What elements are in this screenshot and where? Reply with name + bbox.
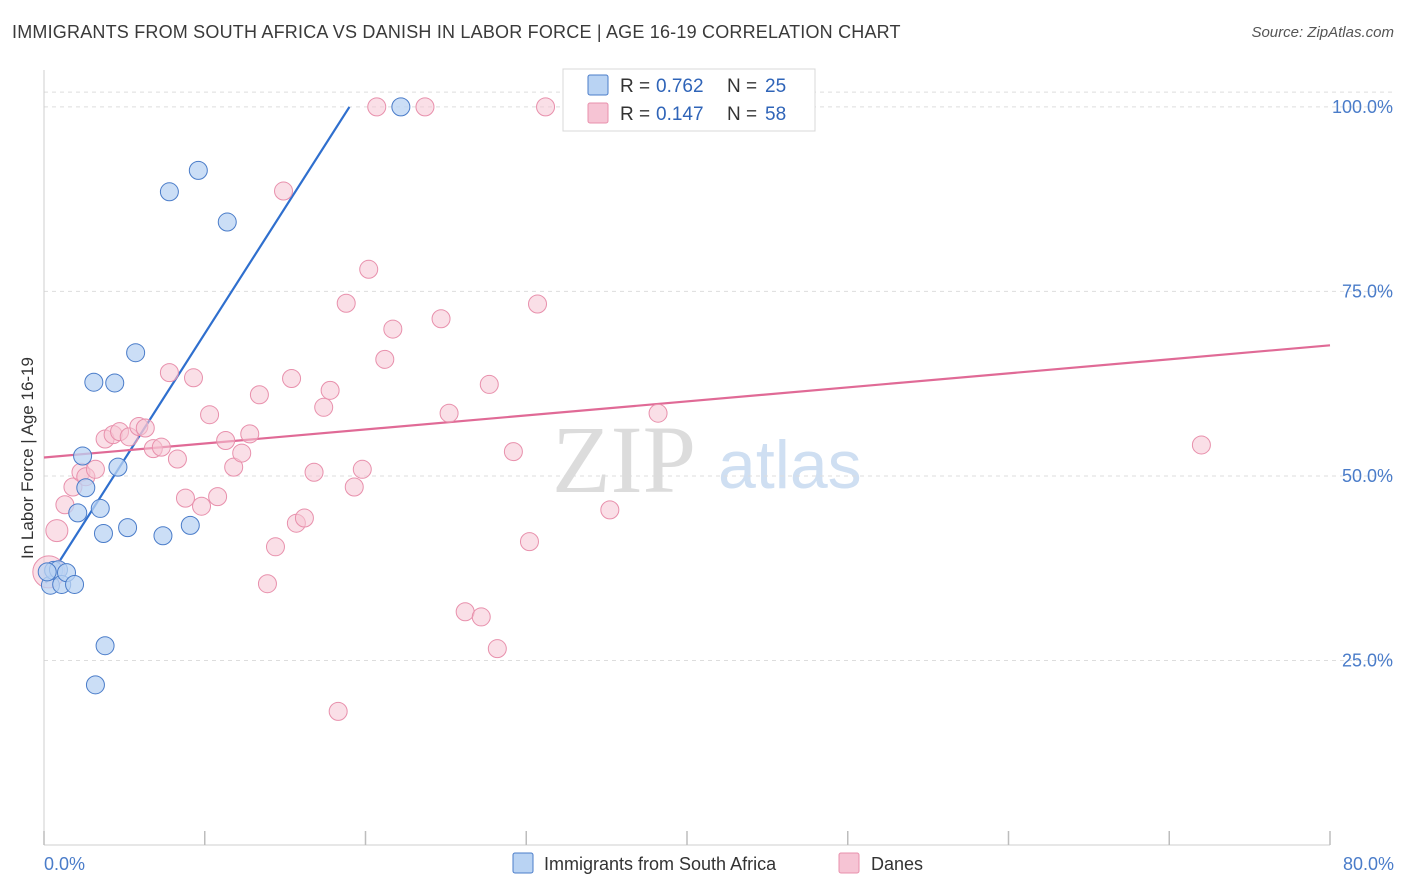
point-danes [45, 519, 69, 543]
y-tick-label: 75.0% [1342, 281, 1393, 301]
point-danes [367, 97, 387, 117]
legend-swatch-blue [587, 74, 609, 96]
point-danes [294, 508, 314, 528]
y-tick-label: 100.0% [1332, 97, 1393, 117]
point-danes [240, 424, 260, 444]
grid-layer [44, 91, 1392, 661]
watermark-atlas: atlas [718, 427, 862, 503]
series-legend-swatch-blue [512, 852, 534, 874]
point-south-africa [108, 457, 128, 477]
point-danes [383, 319, 403, 339]
point-south-africa [188, 160, 208, 180]
point-south-africa [90, 498, 110, 518]
point-danes [159, 363, 179, 383]
point-danes [85, 459, 105, 479]
point-danes [328, 701, 348, 721]
axis-layer: 25.0% 50.0% 75.0% 100.0% [43, 70, 1393, 846]
point-danes [274, 181, 294, 201]
point-danes [336, 293, 356, 313]
point-danes [314, 397, 334, 417]
source-credit: Source: ZipAtlas.com [1251, 24, 1394, 41]
point-south-africa [126, 343, 146, 363]
point-danes [536, 97, 556, 117]
trendline-danes [43, 344, 1331, 459]
point-danes [320, 380, 340, 400]
point-danes [216, 431, 236, 451]
point-danes [359, 259, 379, 279]
legend-r-label: R = [620, 76, 650, 97]
point-danes [135, 418, 155, 438]
point-danes [265, 537, 285, 557]
point-south-africa [391, 97, 411, 117]
point-danes [600, 500, 620, 520]
point-south-africa [37, 562, 57, 582]
point-south-africa [153, 526, 173, 546]
point-danes [455, 602, 475, 622]
watermark-zip: ZIP [552, 406, 696, 513]
x-tick-label-max: 80.0% [1343, 854, 1394, 874]
point-danes [208, 487, 228, 507]
series-legend-label: Immigrants from South Africa [544, 854, 777, 874]
point-danes [249, 385, 269, 405]
legend-swatch-pink [587, 102, 609, 124]
point-danes [151, 437, 171, 457]
point-danes [257, 574, 277, 594]
point-danes [352, 459, 372, 479]
point-danes [519, 532, 539, 552]
series-legend-swatch-pink [838, 852, 860, 874]
point-danes [439, 403, 459, 423]
point-south-africa [76, 478, 96, 498]
point-danes [528, 294, 548, 314]
y-tick-label: 25.0% [1342, 650, 1393, 670]
point-danes [648, 403, 668, 423]
point-danes [175, 488, 195, 508]
point-danes [232, 443, 252, 463]
chart-title: IMMIGRANTS FROM SOUTH AFRICA VS DANISH I… [12, 22, 901, 42]
stats-legend: R = 0.762 N = 25 R = 0.147 N = 58 [562, 68, 816, 132]
point-danes [183, 368, 203, 388]
point-danes [282, 369, 302, 389]
point-south-africa [93, 524, 113, 544]
legend-r-label: R = [620, 104, 650, 125]
point-south-africa [95, 636, 115, 656]
point-danes [487, 639, 507, 659]
y-tick-label: 50.0% [1342, 466, 1393, 486]
point-danes [192, 496, 212, 516]
series-legend: Immigrants from South Africa Danes [512, 852, 923, 874]
point-south-africa [159, 182, 179, 202]
legend-n-value: 25 [765, 76, 786, 97]
x-tick-label-min: 0.0% [44, 854, 85, 874]
point-danes [503, 442, 523, 462]
point-danes [167, 449, 187, 469]
point-south-africa [105, 373, 125, 393]
point-south-africa [85, 675, 105, 695]
point-south-africa [180, 515, 200, 535]
legend-n-label: N = [727, 76, 757, 97]
point-danes [415, 97, 435, 117]
legend-n-value: 58 [765, 104, 786, 125]
series-legend-label: Danes [871, 854, 923, 874]
point-layer [32, 97, 1211, 721]
point-danes [375, 349, 395, 369]
legend-r-value: 0.147 [656, 104, 704, 125]
y-axis-title: In Labor Force | Age 16-19 [18, 357, 37, 559]
legend-n-label: N = [727, 104, 757, 125]
point-south-africa [68, 503, 88, 523]
point-danes [200, 405, 220, 425]
point-danes [344, 477, 364, 497]
point-danes [1191, 435, 1211, 455]
point-south-africa [217, 212, 237, 232]
point-south-africa [73, 446, 93, 466]
point-south-africa [84, 372, 104, 392]
point-danes [304, 462, 324, 482]
point-danes [471, 607, 491, 627]
point-danes [431, 309, 451, 329]
legend-r-value: 0.762 [656, 76, 704, 97]
point-danes [479, 374, 499, 394]
point-south-africa [118, 518, 138, 538]
point-south-africa [65, 574, 85, 594]
